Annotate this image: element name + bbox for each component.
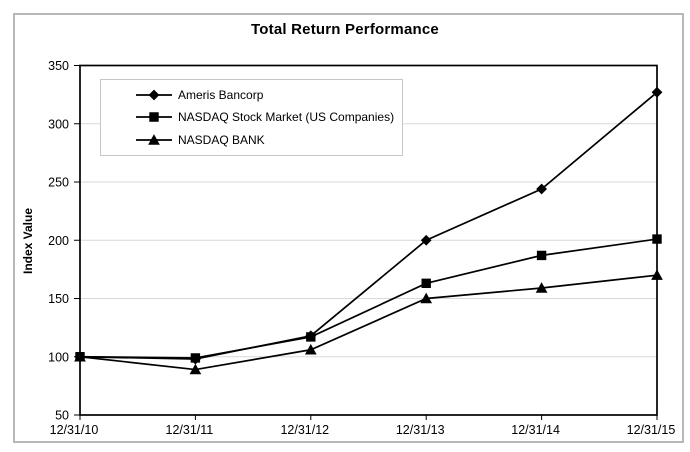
legend-diamond-marker-icon — [136, 89, 172, 101]
square-marker-icon — [75, 352, 85, 362]
x-tick-label: 12/31/13 — [396, 423, 445, 437]
y-tick-label: 300 — [48, 117, 69, 131]
y-tick-label: 200 — [48, 234, 69, 248]
chart-legend: Ameris Bancorp NASDAQ Stock Market (US Co… — [100, 79, 403, 156]
legend-label: NASDAQ BANK — [178, 132, 265, 147]
diamond-marker-icon — [536, 183, 548, 195]
x-tick-label: 12/31/12 — [280, 423, 329, 437]
legend-item: NASDAQ BANK — [136, 133, 402, 147]
square-marker-icon — [306, 332, 316, 342]
square-marker-icon — [421, 278, 431, 289]
legend-label: NASDAQ Stock Market (US Companies) — [178, 110, 395, 125]
series-line-diamond — [79, 91, 658, 360]
diamond-marker-icon — [420, 234, 432, 246]
legend-item: NASDAQ Stock Market (US Companies) — [136, 110, 402, 124]
legend-item: Ameris Bancorp — [136, 88, 402, 102]
series-line-square — [79, 238, 658, 359]
y-tick-label: 350 — [48, 59, 69, 73]
y-tick-label: 100 — [48, 350, 69, 364]
x-tick-label: 12/31/15 — [627, 423, 676, 437]
y-tick-label: 150 — [48, 292, 69, 306]
square-marker-icon — [190, 353, 201, 363]
x-tick-label: 12/31/10 — [50, 423, 99, 437]
y-tick-label: 250 — [48, 176, 69, 190]
square-marker-icon — [652, 234, 662, 244]
triangle-marker-icon — [535, 282, 548, 293]
triangle-marker-icon — [304, 343, 317, 355]
y-tick-label: 50 — [55, 409, 69, 423]
legend-square-marker-icon — [136, 112, 172, 123]
x-tick-label: 12/31/11 — [166, 423, 214, 437]
triangle-marker-icon — [189, 363, 202, 375]
diamond-marker-icon — [651, 86, 663, 98]
chart-title: Total Return Performance — [251, 21, 439, 38]
triangle-marker-icon — [651, 269, 663, 280]
legend-triangle-marker-icon — [136, 133, 172, 145]
series-line-triangle — [79, 274, 658, 371]
x-tick-label: 12/31/14 — [511, 423, 560, 437]
legend-label: Ameris Bancorp — [178, 88, 264, 103]
triangle-marker-icon — [420, 292, 433, 304]
square-marker-icon — [536, 250, 547, 261]
